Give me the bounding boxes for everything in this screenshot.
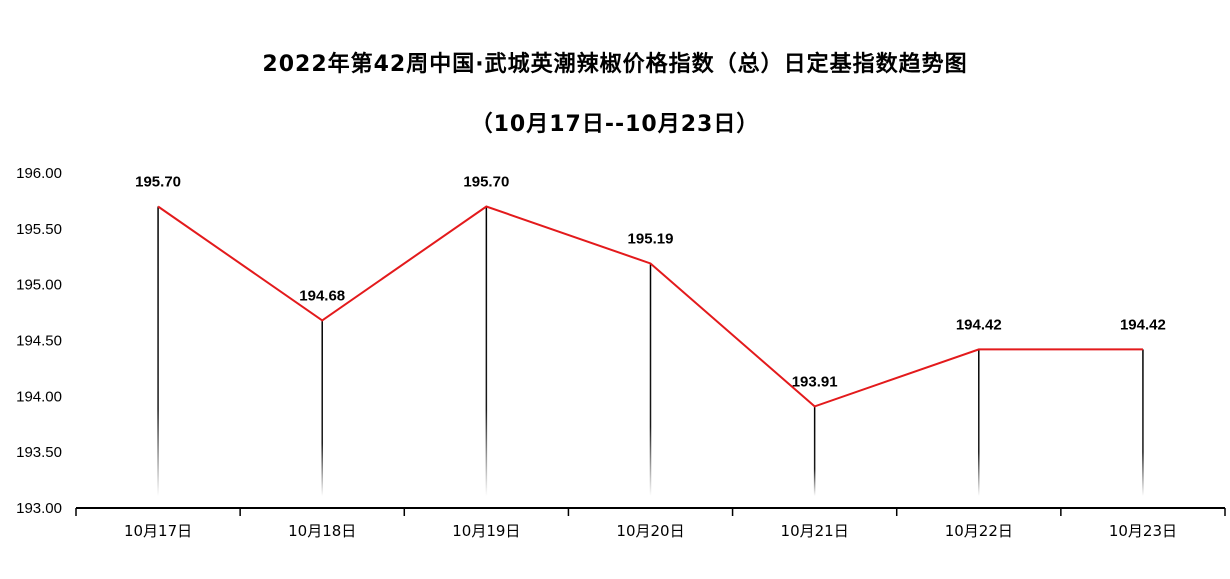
y-tick-label: 194.00 [16, 388, 62, 405]
drop-lines [157, 206, 1144, 496]
data-labels: 195.70 194.68 195.70 195.19 193.91 194.42 194.… [135, 174, 1166, 391]
x-tick-label: 10月22日 [945, 522, 1013, 540]
data-label: 194.68 [299, 287, 345, 304]
drop-line [157, 206, 159, 496]
x-tick-label: 10月21日 [781, 522, 849, 540]
series-polyline [157, 205, 1143, 408]
data-label: 193.91 [792, 373, 838, 390]
drop-line [485, 206, 488, 496]
series-line [157, 205, 1143, 408]
x-tick-label: 10月17日 [124, 522, 192, 540]
drop-line [321, 320, 323, 496]
drop-line [649, 263, 652, 496]
x-tick-label: 10月23日 [1109, 522, 1177, 540]
y-axis-ticks: 193.00 193.50 194.00 194.50 195.00 195.50 196.… [16, 165, 62, 517]
y-tick-label: 193.00 [16, 500, 62, 517]
data-label: 195.70 [463, 174, 509, 191]
drop-line [1142, 349, 1144, 496]
data-label: 195.70 [135, 174, 181, 191]
y-tick-label: 194.50 [16, 333, 62, 350]
drop-line [813, 406, 816, 496]
chart-subtitle: （10月17日--10月23日） [470, 112, 760, 137]
x-tick-label: 10月18日 [288, 522, 356, 540]
y-tick-label: 193.50 [16, 444, 62, 461]
data-label: 194.42 [956, 316, 1002, 333]
x-tick-label: 10月20日 [616, 522, 684, 540]
y-tick-label: 195.00 [16, 277, 62, 294]
drop-line [978, 349, 980, 496]
x-axis: 10月17日 10月18日 10月19日 10月20日 10月21日 10月22日 10月2… [75, 507, 1226, 540]
y-tick-label: 195.50 [16, 221, 62, 238]
y-tick-label: 196.00 [16, 165, 62, 182]
x-tick-label: 10月19日 [452, 522, 520, 540]
data-label: 194.42 [1120, 316, 1166, 333]
data-label: 195.19 [628, 230, 674, 247]
chart-title: 2022年第42周中国·武城英潮辣椒价格指数（总）日定基指数趋势图 [262, 52, 968, 77]
